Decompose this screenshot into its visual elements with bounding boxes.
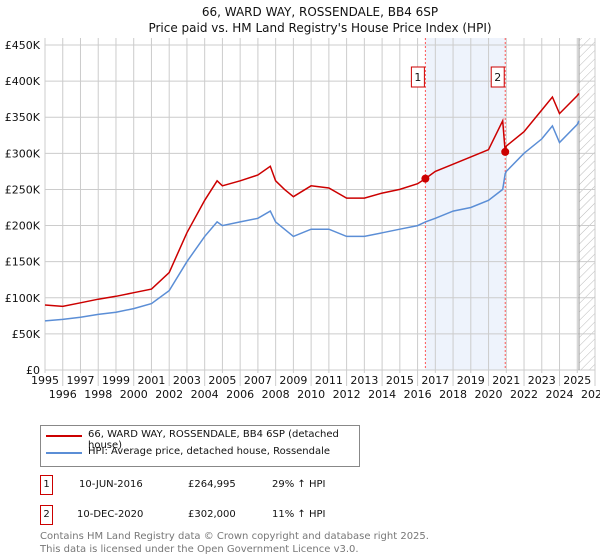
forecast-hatch: [579, 38, 595, 370]
legend-swatch-property: [46, 435, 82, 437]
sale-point: [421, 174, 430, 183]
x-tick-label: 2002: [155, 388, 183, 401]
footer-line-2: This data is licensed under the Open Gov…: [40, 544, 359, 555]
marker-badge: [410, 66, 425, 88]
x-tick-label: 1998: [84, 388, 112, 401]
x-tick-label: 2018: [439, 388, 467, 401]
hpi-series-line: [44, 120, 580, 322]
transaction-hpi: 29% ↑ HPI: [272, 479, 326, 490]
legend: 66, WARD WAY, ROSSENDALE, BB4 6SP (detac…: [40, 425, 360, 467]
transaction-hpi: 11% ↑ HPI: [272, 509, 326, 520]
transaction-price: £264,995: [188, 479, 236, 490]
x-tick-label: 1995: [31, 374, 59, 387]
sale-point: [501, 147, 510, 156]
x-tick-label: 2004: [191, 388, 219, 401]
x-tick-label: 2010: [297, 388, 325, 401]
transaction-date: 10-JUN-2016: [79, 479, 143, 490]
x-tick-label: 2005: [208, 374, 236, 387]
x-tick-label: 2021: [492, 374, 520, 387]
legend-item-property: 66, WARD WAY, ROSSENDALE, BB4 6SP (detac…: [88, 429, 339, 451]
x-tick-label: 2025: [563, 374, 591, 387]
y-tick-label: £50K: [12, 328, 41, 341]
legend-item-hpi: HPI: Average price, detached house, Ross…: [88, 446, 331, 457]
x-tick-label: 2014: [368, 388, 396, 401]
x-tick-label: 2003: [173, 374, 201, 387]
y-tick-label: £300K: [5, 147, 41, 160]
shaded-period: [425, 38, 506, 370]
y-tick-label: £200K: [5, 220, 41, 233]
price-chart: 66, WARD WAY, ROSSENDALE, BB4 6SP Price …: [5, 5, 600, 401]
x-tick-label: 2001: [137, 374, 165, 387]
transaction-badge: 2: [40, 505, 53, 525]
x-tick-label: 2019: [457, 374, 485, 387]
x-tick-label: 2009: [279, 374, 307, 387]
marker-badge: [490, 66, 505, 88]
transaction-row: 1 10-JUN-2016 £264,995 29% ↑ HPI: [40, 475, 540, 495]
transaction-date: 10-DEC-2020: [77, 509, 144, 520]
x-tick-label: 2017: [421, 374, 449, 387]
y-tick-label: £150K: [5, 256, 41, 269]
footer: Contains HM Land Registry data © Crown c…: [40, 530, 429, 556]
x-tick-label: 2000: [120, 388, 148, 401]
marker-label: 2: [494, 71, 501, 84]
x-tick-label: 1996: [49, 388, 77, 401]
x-tick-label: 2008: [262, 388, 290, 401]
x-tick-label: 2026: [581, 388, 600, 401]
transaction-row: 2 10-DEC-2020 £302,000 11% ↑ HPI: [40, 505, 540, 525]
y-tick-label: £0: [26, 364, 40, 377]
y-tick-label: £100K: [5, 292, 41, 305]
x-tick-label: 2022: [510, 388, 538, 401]
transaction-badge: 1: [40, 475, 53, 495]
marker-label: 1: [414, 71, 421, 84]
x-tick-label: 2007: [244, 374, 272, 387]
x-tick-label: 2011: [315, 374, 343, 387]
y-tick-label: £400K: [5, 75, 41, 88]
y-tick-label: £450K: [5, 39, 41, 52]
x-tick-label: 2023: [528, 374, 556, 387]
x-tick-label: 2020: [475, 388, 503, 401]
x-tick-label: 2015: [386, 374, 414, 387]
x-tick-label: 2013: [350, 374, 378, 387]
x-tick-label: 2012: [333, 388, 361, 401]
legend-swatch-hpi: [46, 452, 82, 454]
x-tick-label: 2006: [226, 388, 254, 401]
x-tick-label: 1997: [66, 374, 94, 387]
x-tick-label: 2016: [404, 388, 432, 401]
footer-line-1: Contains HM Land Registry data © Crown c…: [40, 531, 429, 542]
x-tick-label: 1999: [102, 374, 130, 387]
y-tick-label: £250K: [5, 183, 41, 196]
x-tick-label: 2024: [546, 388, 574, 401]
chart-subtitle: Price paid vs. HM Land Registry's House …: [148, 21, 491, 35]
transaction-price: £302,000: [188, 509, 236, 520]
chart-title: 66, WARD WAY, ROSSENDALE, BB4 6SP: [202, 5, 438, 19]
y-tick-label: £350K: [5, 111, 41, 124]
